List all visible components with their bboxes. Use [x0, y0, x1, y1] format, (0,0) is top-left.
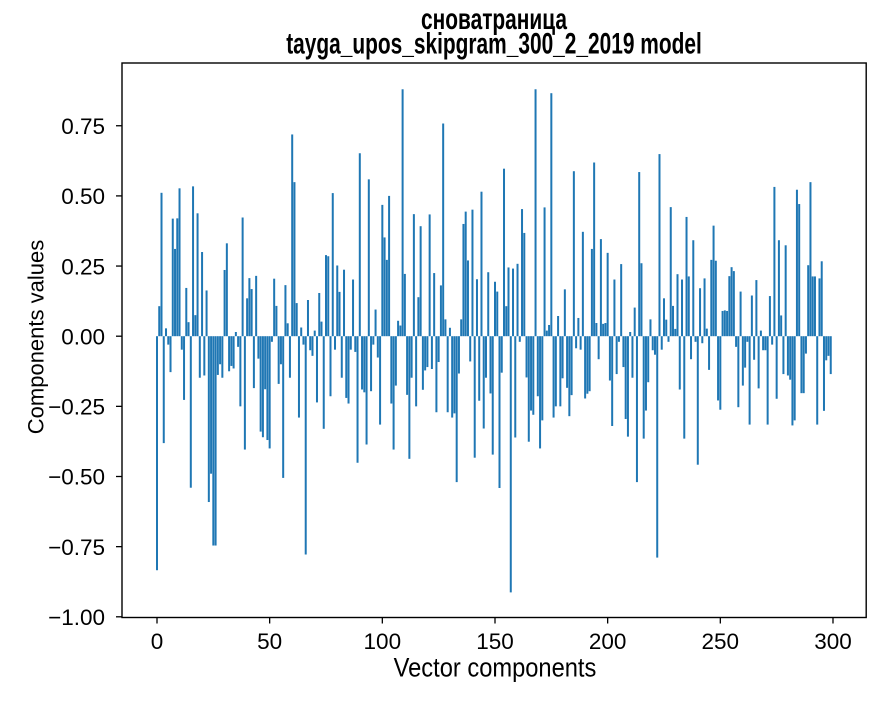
svg-text:50: 50 — [257, 629, 282, 654]
svg-text:−0.75: −0.75 — [48, 535, 105, 560]
svg-text:−0.25: −0.25 — [48, 395, 105, 420]
svg-text:−1.00: −1.00 — [48, 605, 105, 630]
svg-text:−0.50: −0.50 — [48, 465, 105, 490]
svg-text:300: 300 — [814, 629, 852, 654]
svg-text:0.25: 0.25 — [61, 254, 105, 279]
svg-text:0.00: 0.00 — [61, 324, 105, 349]
svg-text:0: 0 — [151, 629, 164, 654]
svg-text:150: 150 — [476, 629, 514, 654]
svg-text:0.50: 0.50 — [61, 184, 105, 209]
svg-text:Components values: Components values — [24, 240, 49, 434]
svg-text:250: 250 — [702, 629, 740, 654]
svg-text:Vector components: Vector components — [394, 653, 597, 683]
svg-text:tayga_upos_skipgram_300_2_2019: tayga_upos_skipgram_300_2_2019 model — [286, 28, 702, 60]
svg-text:100: 100 — [364, 629, 402, 654]
svg-text:0.75: 0.75 — [61, 114, 105, 139]
svg-text:сноватраница: сноватраница — [421, 4, 568, 36]
svg-text:200: 200 — [589, 629, 627, 654]
